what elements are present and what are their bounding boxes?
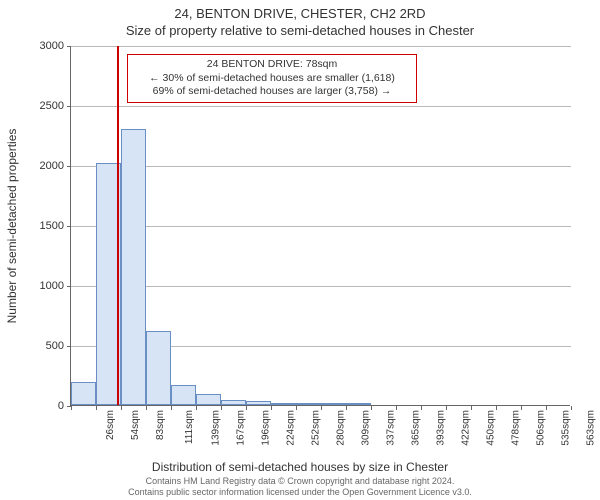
xtick-mark bbox=[471, 406, 472, 410]
xtick-mark bbox=[446, 406, 447, 410]
ytick-mark bbox=[67, 46, 71, 47]
xtick-mark bbox=[496, 406, 497, 410]
xtick-label: 167sqm bbox=[235, 410, 246, 446]
plot-area: 05001000150020002500300026sqm54sqm83sqm1… bbox=[70, 46, 570, 406]
xtick-mark bbox=[546, 406, 547, 410]
chart-area: 05001000150020002500300026sqm54sqm83sqm1… bbox=[70, 46, 570, 406]
chart-container: 24, BENTON DRIVE, CHESTER, CH2 2RD Size … bbox=[0, 0, 600, 500]
xtick-label: 478sqm bbox=[511, 410, 522, 446]
xtick-mark bbox=[146, 406, 147, 410]
xtick-label: 280sqm bbox=[335, 410, 346, 446]
xtick-label: 83sqm bbox=[155, 410, 166, 440]
xtick-label: 309sqm bbox=[361, 410, 372, 446]
xtick-label: 506sqm bbox=[535, 410, 546, 446]
ytick-label: 500 bbox=[14, 340, 64, 352]
ytick-label: 0 bbox=[14, 400, 64, 412]
xtick-mark bbox=[171, 406, 172, 410]
histogram-bar bbox=[296, 403, 322, 405]
annotation-line-1: 24 BENTON DRIVE: 78sqm bbox=[134, 58, 410, 72]
ytick-label: 2000 bbox=[14, 160, 64, 172]
xtick-mark bbox=[96, 406, 97, 410]
histogram-bar bbox=[171, 385, 196, 405]
xtick-label: 450sqm bbox=[486, 410, 497, 446]
xtick-mark bbox=[271, 406, 272, 410]
gridline bbox=[71, 46, 571, 47]
xtick-mark bbox=[296, 406, 297, 410]
xtick-label: 563sqm bbox=[586, 410, 597, 446]
xtick-mark bbox=[246, 406, 247, 410]
footer-line-1: Contains HM Land Registry data © Crown c… bbox=[0, 476, 600, 487]
xtick-label: 196sqm bbox=[261, 410, 272, 446]
x-axis-label: Distribution of semi-detached houses by … bbox=[0, 460, 600, 474]
xtick-label: 139sqm bbox=[211, 410, 222, 446]
histogram-bar bbox=[271, 403, 296, 405]
xtick-label: 422sqm bbox=[461, 410, 472, 446]
page-subtitle: Size of property relative to semi-detach… bbox=[0, 21, 600, 38]
page-title: 24, BENTON DRIVE, CHESTER, CH2 2RD bbox=[0, 0, 600, 21]
gridline bbox=[71, 106, 571, 107]
xtick-label: 535sqm bbox=[561, 410, 572, 446]
histogram-bar bbox=[221, 400, 246, 405]
histogram-bar bbox=[321, 403, 346, 405]
histogram-bar bbox=[71, 382, 96, 405]
annotation-box: 24 BENTON DRIVE: 78sqm← 30% of semi-deta… bbox=[127, 54, 417, 103]
histogram-bar bbox=[246, 401, 271, 405]
xtick-label: 224sqm bbox=[286, 410, 297, 446]
xtick-label: 54sqm bbox=[130, 410, 141, 440]
annotation-line-2: ← 30% of semi-detached houses are smalle… bbox=[134, 72, 410, 86]
xtick-label: 26sqm bbox=[105, 410, 116, 440]
xtick-label: 365sqm bbox=[411, 410, 422, 446]
histogram-bar bbox=[196, 394, 222, 405]
xtick-mark bbox=[346, 406, 347, 410]
ytick-label: 3000 bbox=[14, 40, 64, 52]
xtick-mark bbox=[121, 406, 122, 410]
histogram-bar bbox=[346, 403, 371, 405]
xtick-mark bbox=[421, 406, 422, 410]
xtick-mark bbox=[396, 406, 397, 410]
ytick-label: 2500 bbox=[14, 100, 64, 112]
xtick-mark bbox=[71, 406, 72, 410]
footer-line-2: Contains public sector information licen… bbox=[0, 487, 600, 498]
ytick-label: 1000 bbox=[14, 280, 64, 292]
xtick-mark bbox=[571, 406, 572, 410]
ytick-mark bbox=[67, 346, 71, 347]
xtick-mark bbox=[521, 406, 522, 410]
histogram-bar bbox=[146, 331, 171, 405]
ytick-mark bbox=[67, 106, 71, 107]
ytick-mark bbox=[67, 166, 71, 167]
xtick-mark bbox=[221, 406, 222, 410]
ytick-mark bbox=[67, 286, 71, 287]
footer: Contains HM Land Registry data © Crown c… bbox=[0, 476, 600, 498]
xtick-label: 393sqm bbox=[435, 410, 446, 446]
ytick-label: 1500 bbox=[14, 220, 64, 232]
histogram-bar bbox=[121, 129, 146, 405]
xtick-label: 252sqm bbox=[311, 410, 322, 446]
annotation-line-3: 69% of semi-detached houses are larger (… bbox=[134, 85, 410, 99]
xtick-label: 337sqm bbox=[386, 410, 397, 446]
xtick-mark bbox=[196, 406, 197, 410]
ytick-mark bbox=[67, 226, 71, 227]
xtick-mark bbox=[321, 406, 322, 410]
marker-line bbox=[117, 46, 119, 405]
xtick-mark bbox=[371, 406, 372, 410]
xtick-label: 111sqm bbox=[184, 410, 195, 444]
